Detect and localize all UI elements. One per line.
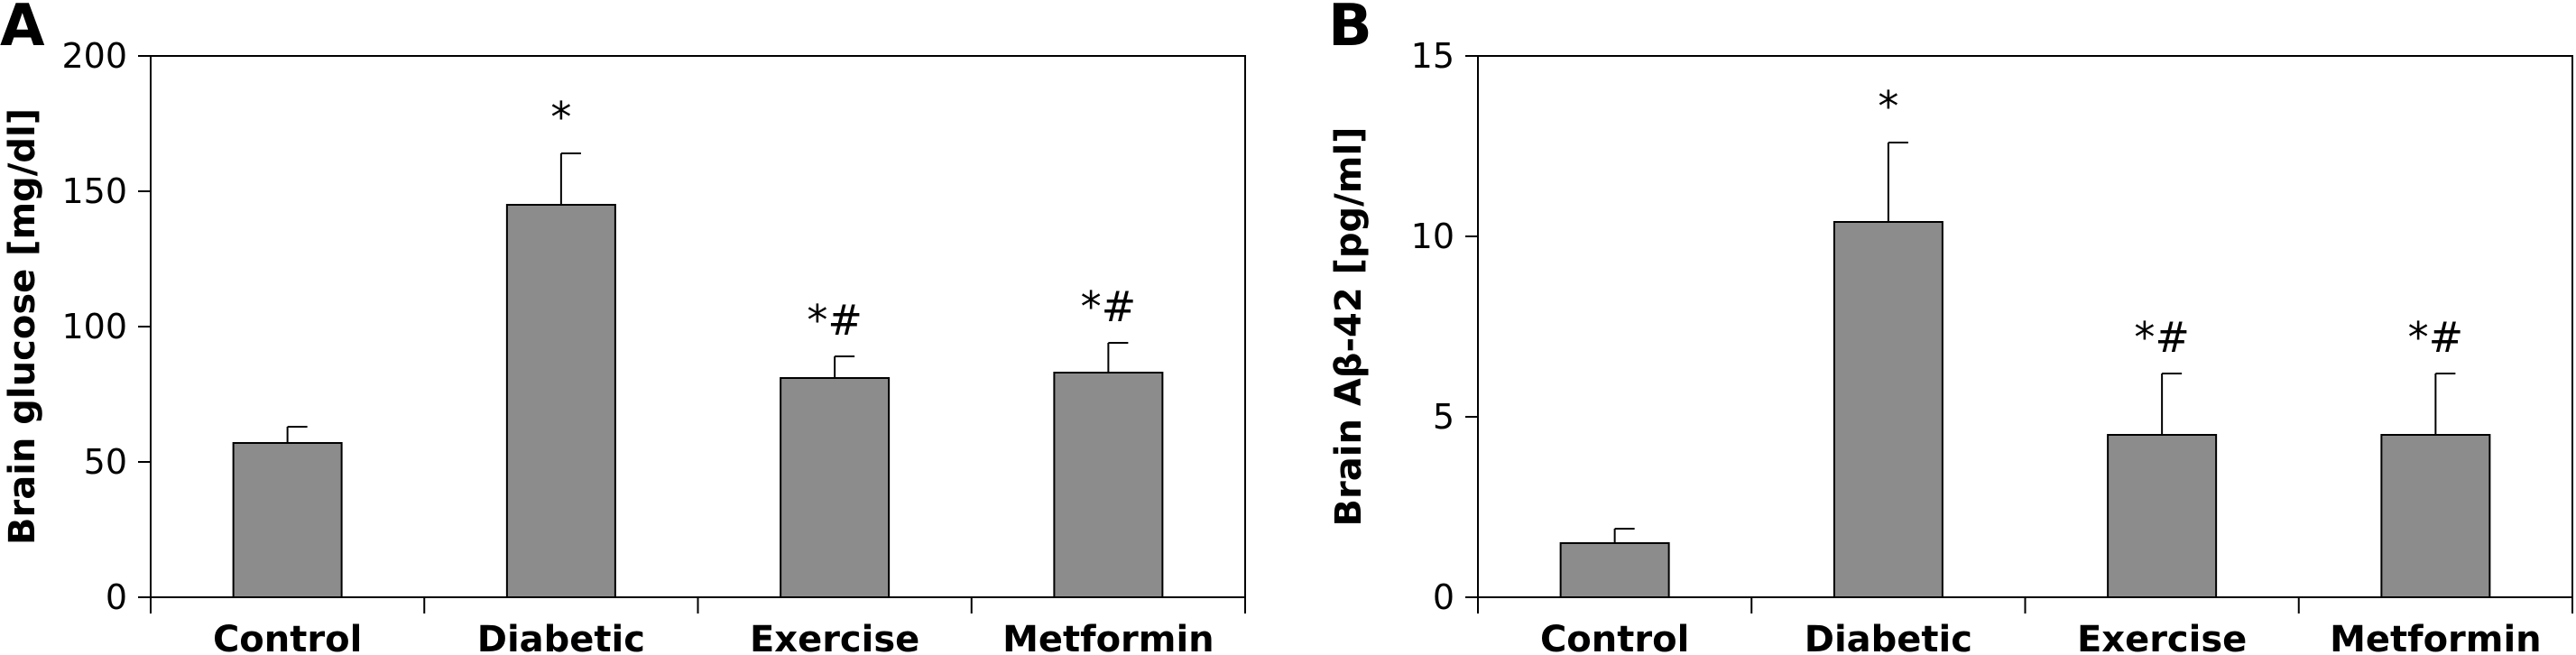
panel-label: A — [0, 0, 45, 60]
y-tick-label: 150 — [61, 171, 127, 211]
y-tick-label: 10 — [1411, 217, 1454, 256]
bar-control — [1559, 542, 1670, 598]
bar-diabetic — [505, 204, 616, 598]
y-tick-label: 200 — [61, 36, 127, 76]
y-tick-label: 0 — [106, 577, 127, 617]
panel-label: B — [1328, 0, 1372, 60]
x-category-label: Exercise — [2077, 619, 2247, 655]
bar-diabetic — [1833, 221, 1944, 598]
significance-marker: *# — [807, 296, 863, 345]
x-category-label: Control — [213, 619, 362, 655]
panel-b: B 0 5 10 15 Control Diabetic * Exercise *# Metform… — [1328, 0, 2573, 655]
y-axis-title: Brain Aβ-42 [pg/ml] — [1328, 127, 1370, 527]
y-tick-label: 15 — [1411, 36, 1454, 76]
bar-exercise — [780, 377, 891, 598]
bar-metformin — [2380, 434, 2491, 598]
x-category-label: Control — [1540, 619, 1689, 655]
bar-exercise — [2107, 434, 2218, 598]
significance-marker: * — [550, 93, 571, 142]
significance-marker: * — [1878, 82, 1898, 131]
significance-marker: *# — [2408, 313, 2464, 362]
bar-metformin — [1053, 372, 1164, 598]
bar-control — [232, 442, 343, 598]
significance-marker: *# — [1081, 282, 1137, 331]
y-axis-title: Brain glucose [mg/dl] — [2, 108, 43, 545]
x-category-label: Exercise — [750, 619, 919, 655]
significance-marker: *# — [2134, 313, 2190, 362]
y-tick-label: 100 — [61, 307, 127, 346]
x-category-label: Metformin — [1002, 619, 1214, 655]
y-tick-label: 0 — [1433, 577, 1454, 617]
x-category-label: Metformin — [2330, 619, 2542, 655]
y-tick-label: 50 — [84, 442, 127, 482]
x-category-label: Diabetic — [1805, 619, 1972, 655]
panel-a: A 0 50 100 150 200 Control Diabetic * Exercise *# M… — [0, 0, 1246, 655]
y-tick-label: 5 — [1433, 397, 1454, 437]
x-category-label: Diabetic — [477, 619, 645, 655]
